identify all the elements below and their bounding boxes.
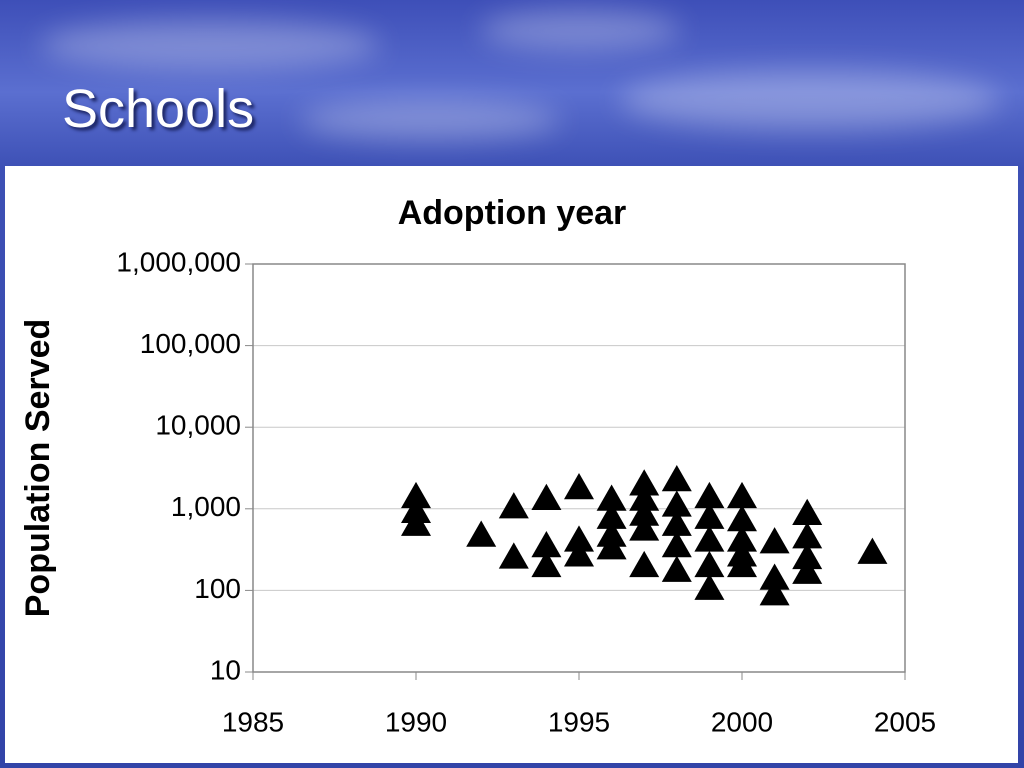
marker <box>661 531 692 558</box>
marker <box>694 550 725 578</box>
marker <box>759 579 790 606</box>
marker <box>629 484 660 511</box>
marker <box>661 465 692 492</box>
y-tick-label: 1,000 <box>171 491 241 522</box>
marker <box>596 484 627 511</box>
marker <box>792 522 823 549</box>
marker <box>857 537 888 564</box>
cloud <box>300 100 560 140</box>
marker <box>401 481 431 509</box>
marker <box>629 550 660 578</box>
marker <box>694 525 725 552</box>
marker <box>564 525 594 552</box>
marker <box>727 504 757 532</box>
marker <box>564 540 594 567</box>
marker <box>531 550 562 578</box>
marker <box>531 531 562 558</box>
marker <box>727 550 757 578</box>
marker <box>629 469 660 496</box>
cloud <box>480 10 680 50</box>
marker <box>596 502 627 529</box>
marker <box>531 483 562 510</box>
x-tick-label: 1990 <box>385 706 447 737</box>
marker <box>759 563 790 590</box>
marker <box>564 472 594 500</box>
marker <box>759 527 790 554</box>
y-tick-label: 10 <box>210 654 241 685</box>
marker <box>694 502 725 529</box>
marker <box>661 490 692 517</box>
chart-panel <box>5 166 1018 763</box>
marker <box>792 542 823 570</box>
marker <box>661 509 692 536</box>
marker <box>498 542 529 569</box>
x-tick-label: 2005 <box>874 706 936 737</box>
x-tick-label: 1985 <box>222 706 284 737</box>
marker <box>792 498 823 525</box>
y-tick-label: 10,000 <box>155 410 241 441</box>
marker <box>727 481 757 509</box>
chart-title: Adoption year <box>398 194 627 232</box>
marker <box>694 481 725 509</box>
x-tick-label: 1995 <box>548 706 610 737</box>
y-tick-label: 1,000,000 <box>116 246 241 277</box>
marker <box>498 492 529 519</box>
y-tick-label: 100,000 <box>140 328 241 359</box>
cloud <box>40 20 380 70</box>
cloud <box>620 70 1000 130</box>
marker <box>792 557 823 584</box>
slide-title: Schools <box>62 79 255 139</box>
x-tick-label: 2000 <box>711 706 773 737</box>
marker <box>694 573 725 600</box>
marker <box>401 509 431 536</box>
marker <box>596 533 627 560</box>
marker <box>727 525 757 552</box>
marker <box>466 520 497 547</box>
y-axis-title: Population Served <box>19 319 57 618</box>
marker <box>661 555 692 582</box>
marker <box>629 514 660 541</box>
y-tick-label: 100 <box>194 573 241 604</box>
marker <box>629 499 660 526</box>
